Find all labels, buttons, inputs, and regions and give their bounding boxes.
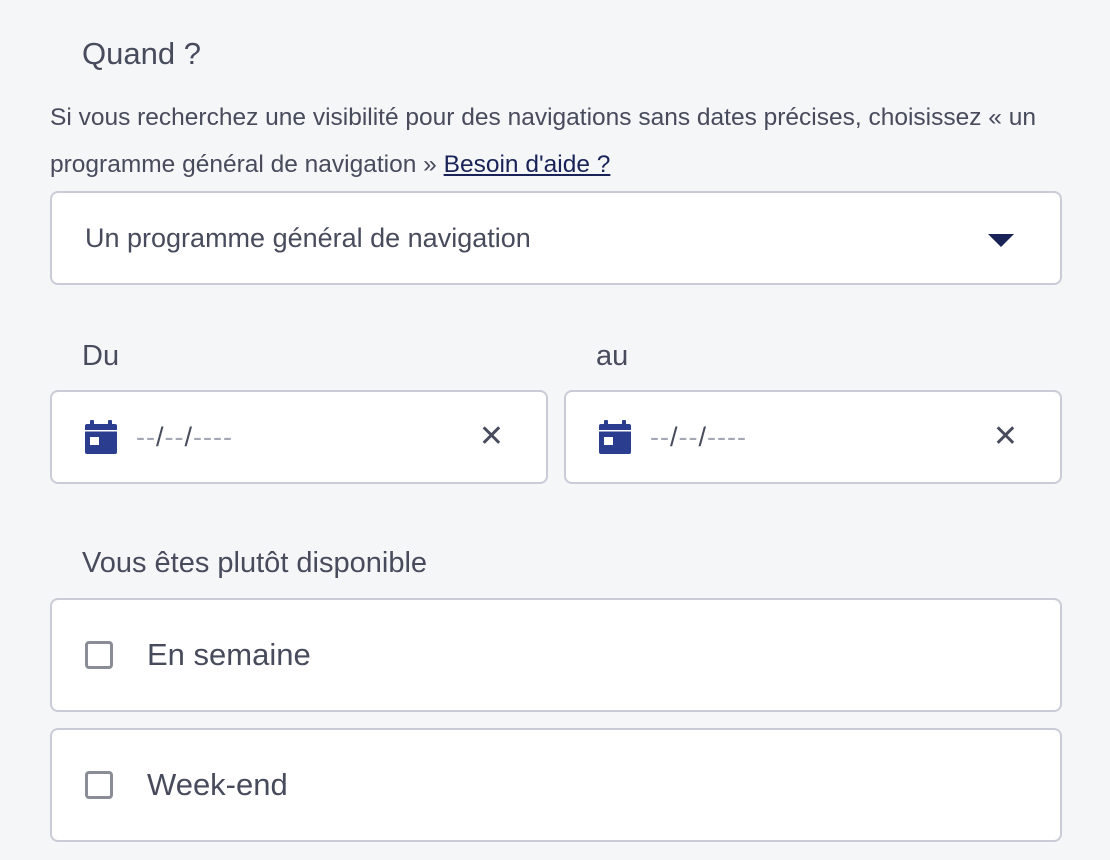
availability-title: Vous êtes plutôt disponible (82, 547, 428, 579)
option-weekday[interactable]: En semaine (50, 598, 1062, 712)
option-weekend[interactable]: Week-end (50, 728, 1062, 842)
when-description: Si vous recherchez une visibilité pour d… (50, 94, 1050, 188)
caret-down-icon (988, 234, 1014, 247)
when-title: Quand ? (82, 36, 201, 71)
to-date-input[interactable]: --/--/---- ✕ (564, 390, 1062, 484)
option-label: En semaine (147, 637, 311, 672)
calendar-icon (85, 420, 117, 454)
calendar-icon (599, 420, 631, 454)
clear-icon[interactable]: ✕ (992, 420, 1018, 453)
select-value: Un programme général de navigation (85, 222, 531, 253)
clear-icon[interactable]: ✕ (478, 420, 504, 453)
checkbox[interactable] (85, 771, 113, 799)
date-placeholder: --/--/---- (650, 422, 747, 452)
option-label: Week-end (147, 767, 288, 802)
program-select[interactable]: Un programme général de navigation (50, 191, 1062, 285)
from-label: Du (82, 340, 120, 372)
help-link[interactable]: Besoin d'aide ? (443, 151, 611, 178)
from-date-input[interactable]: --/--/---- ✕ (50, 390, 548, 484)
date-placeholder: --/--/---- (136, 422, 233, 452)
description-text: Si vous recherchez une visibilité pour d… (50, 104, 1036, 178)
checkbox[interactable] (85, 641, 113, 669)
to-label: au (596, 340, 629, 372)
